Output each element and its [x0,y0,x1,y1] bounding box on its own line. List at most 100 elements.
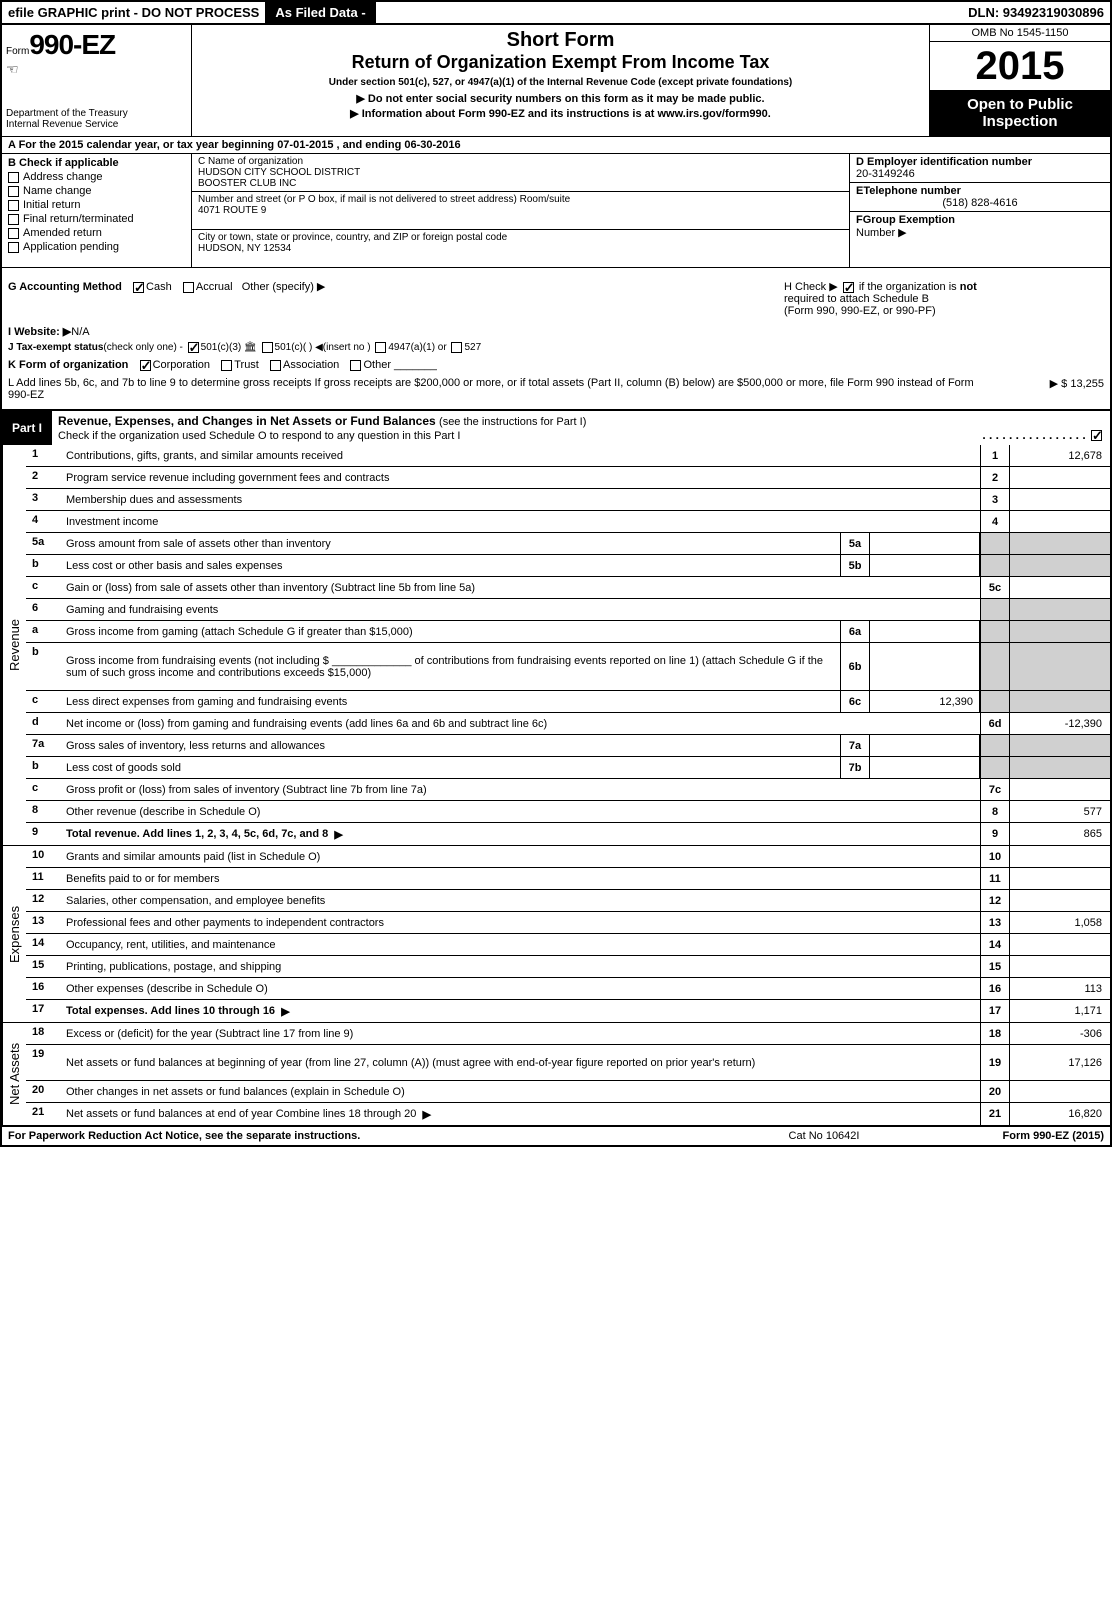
chk-h[interactable] [843,282,854,293]
arrow-icon: ▶ [423,1108,431,1121]
part1-check: Check if the organization used Schedule … [58,430,460,442]
line-h: H Check ▶ if the organization is not req… [784,280,1104,317]
row-val-shade [1010,757,1110,778]
dept-line2: Internal Revenue Service [6,119,187,130]
row-rnum: 12 [980,890,1010,911]
row-val-shade [1010,621,1110,642]
checkbox-icon[interactable] [8,214,19,225]
mid-val: 12,390 [870,691,980,712]
checkbox-icon[interactable] [8,186,19,197]
chk-schedule-o[interactable] [1091,430,1102,441]
j-sub: (check only one) - [103,342,182,353]
chk-label: Initial return [23,199,80,211]
row-desc: Grants and similar amounts paid (list in… [66,851,320,863]
k-other: Other [363,359,391,371]
row-rnum: 18 [980,1023,1010,1044]
checkbox-icon[interactable] [8,200,19,211]
chk-4947[interactable] [375,342,386,353]
row-desc: Other expenses (describe in Schedule O) [66,983,268,995]
c-name-block: C Name of organization HUDSON CITY SCHOO… [192,154,849,192]
chk-501c3[interactable] [188,342,199,353]
row-desc: Total revenue. Add lines 1, 2, 3, 4, 5c,… [66,828,328,840]
instr-2: ▶ Information about Form 990-EZ and its … [200,107,921,120]
c-city-block: City or town, state or province, country… [192,230,849,267]
row-desc: Less cost of goods sold [66,762,181,774]
j-label: J Tax-exempt status [8,342,103,353]
f-label: FGroup Exemption [856,214,1104,226]
l-val: ▶ $ 13,255 [984,377,1104,401]
row-num: 6 [26,599,62,620]
mid-val [870,555,980,576]
chk-corp[interactable] [140,360,151,371]
h-text2: if the organization is [859,281,960,293]
b-title-text: B Check if applicable [8,157,119,169]
d-label-text: D Employer identification number [856,156,1032,168]
k-assoc: Association [283,359,339,371]
g-label: G Accounting Method [8,281,122,293]
chk-other[interactable] [350,360,361,371]
row-num: 2 [26,467,62,488]
row-desc: Gross sales of inventory, less returns a… [66,740,325,752]
row-desc: Investment income [66,516,158,528]
row-val [1010,511,1110,532]
row-val: -306 [1010,1023,1110,1044]
row-desc: Contributions, gifts, grants, and simila… [66,450,343,462]
building-icon: 🏛 [244,342,257,353]
row-num: 19 [26,1045,62,1080]
row-val [1010,1081,1110,1102]
chk-501c[interactable] [262,342,273,353]
checkbox-icon[interactable] [8,242,19,253]
l-text: L Add lines 5b, 6c, and 7b to line 9 to … [8,377,984,401]
mid-val [870,621,980,642]
revenue-side-label: Revenue [2,445,26,845]
j-527: 527 [464,342,481,353]
row-num: b [26,555,62,576]
row-rnum-shade [980,599,1010,620]
h-text1: H Check ▶ [784,281,838,293]
h-text4: required to attach Schedule B [784,293,929,305]
row-desc: Salaries, other compensation, and employ… [66,895,325,907]
row-rnum: 3 [980,489,1010,510]
irs-link[interactable]: www.irs.gov/form990 [658,108,768,120]
part1-label: Part I [2,418,52,438]
revenue-table: Revenue 1Contributions, gifts, grants, a… [2,445,1110,846]
footer-form: Form 990-EZ (2015) [924,1130,1104,1142]
checkbox-icon[interactable] [8,228,19,239]
chk-assoc[interactable] [270,360,281,371]
row-val [1010,779,1110,800]
chk-trust[interactable] [221,360,232,371]
chk-accrual[interactable] [183,282,194,293]
topbar: efile GRAPHIC print - DO NOT PROCESS As … [2,2,1110,25]
footer-cat: Cat No 10642I [724,1130,924,1142]
part1-title-text: Revenue, Expenses, and Changes in Net As… [58,414,436,428]
col-c: C Name of organization HUDSON CITY SCHOO… [192,154,850,267]
row-val-shade [1010,533,1110,554]
chk-527[interactable] [451,342,462,353]
row-num: b [26,757,62,778]
f-label-text: FGroup Exemption [856,214,955,226]
row-rnum-shade [980,533,1010,554]
row-desc: Net assets or fund balances at beginning… [66,1057,755,1069]
checkbox-icon[interactable] [8,172,19,183]
part1-header: Part I Revenue, Expenses, and Changes in… [2,410,1110,445]
arrow-icon: ▶ [281,1005,289,1018]
row-rnum: 4 [980,511,1010,532]
g-cash: Cash [146,281,172,293]
section-bcdef: B Check if applicable Address change Nam… [2,154,1110,268]
row-rnum: 5c [980,577,1010,598]
row-rnum-shade [980,643,1010,690]
line-i: I Website: ▶N/A [8,325,1104,338]
arrow-icon: ▶ [334,828,342,841]
row-rnum: 20 [980,1081,1010,1102]
col-def: D Employer identification number 20-3149… [850,154,1110,267]
c-name-label: C Name of organization [198,156,843,167]
row-rnum: 16 [980,978,1010,999]
footer-left: For Paperwork Reduction Act Notice, see … [8,1130,724,1142]
row-rnum-shade [980,555,1010,576]
row-val [1010,846,1110,867]
chk-cash[interactable] [133,282,144,293]
open-public: Open to Public Inspection [930,90,1110,136]
k-corp: Corporation [153,359,210,371]
instr-2a: ▶ Information about Form 990-EZ and its … [350,108,657,120]
under-section: Under section 501(c), 527, or 4947(a)(1)… [200,77,921,88]
